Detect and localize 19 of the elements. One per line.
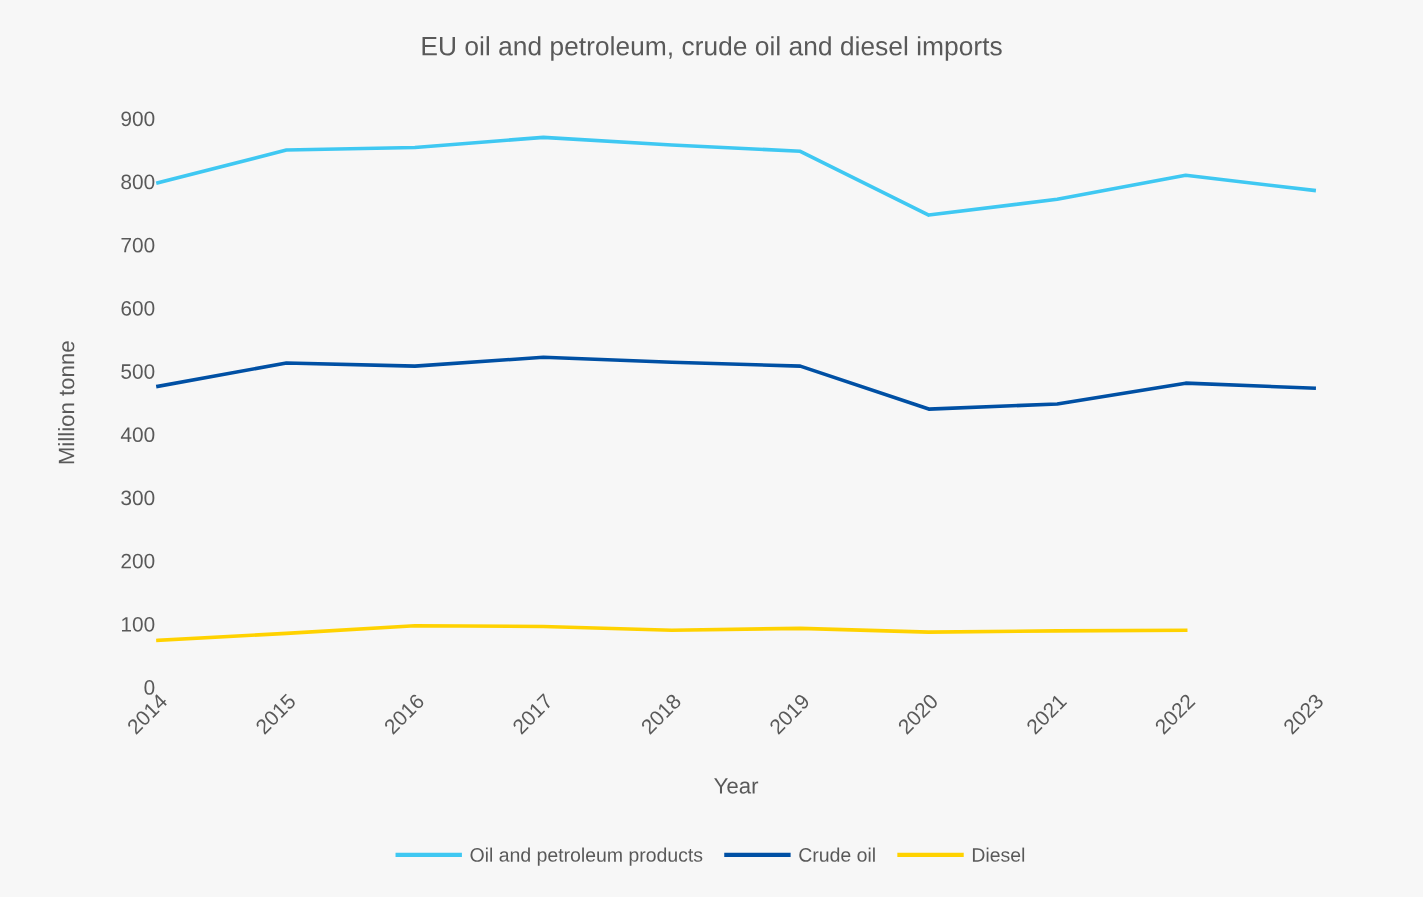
y-tick-label: 0 [144, 680, 155, 695]
legend-label: Oil and petroleum products [470, 847, 703, 866]
y-tick-label: 800 [121, 174, 155, 190]
line-series [156, 624, 1188, 643]
line-series [156, 135, 1316, 217]
y-tick-label: 900 [121, 111, 155, 127]
y-tick-label: 100 [122, 616, 155, 632]
y-tick-label: 600 [121, 300, 155, 316]
legend-label: Crude oil [799, 847, 875, 862]
y-tick-label: 300 [121, 490, 155, 506]
y-tick-label: 700 [121, 237, 155, 253]
line-series [156, 355, 1316, 411]
chart-title: EU oil and petroleum, crude oil and diesel imports [422, 36, 1002, 61]
y-tick-label: 400 [120, 427, 155, 443]
y-axis-title: Million tonne [58, 341, 75, 464]
y-tick-label: 200 [121, 553, 155, 569]
legend-label: Diesel [972, 847, 1025, 862]
y-tick-label: 500 [121, 364, 155, 379]
x-axis-title: Year [714, 778, 759, 794]
